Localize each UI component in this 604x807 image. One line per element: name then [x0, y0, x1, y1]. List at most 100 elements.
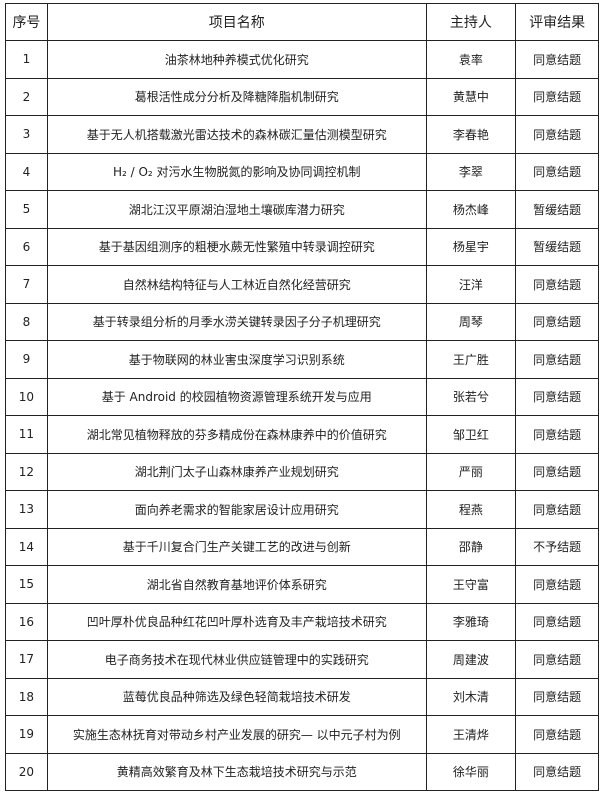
table-row: 3 基于无人机搭载激光雷达技术的森林碳汇量估测模型研究 李春艳 同意结题: [5, 115, 599, 154]
cell-leader: 严丽: [425, 452, 517, 491]
cell-project-name: 电子商务技术在现代林业供应链管理中的实践研究: [46, 640, 427, 679]
table-row: 14 基于千川复合门生产关键工艺的改进与创新 邵静 不予结题: [5, 527, 599, 566]
cell-result: 同意结题: [515, 377, 599, 416]
cell-leader: 李雅琦: [425, 602, 517, 641]
cell-index: 6: [5, 227, 48, 266]
table-row: 2 葛根活性成分分析及降糖降脂机制研究 黄慧中 同意结题: [5, 77, 599, 116]
cell-result: 同意结题: [515, 677, 599, 716]
cell-index: 4: [5, 152, 48, 191]
cell-leader: 汪洋: [425, 265, 517, 304]
cell-result: 不予结题: [515, 527, 599, 566]
header-project: 项目名称: [46, 3, 427, 41]
cell-result: 同意结题: [515, 265, 599, 304]
table-row: 16 凹叶厚朴优良品种红花凹叶厚朴选育及丰产栽培技术研究 李雅琦 同意结题: [5, 602, 599, 641]
cell-result: 同意结题: [515, 565, 599, 604]
table-row: 15 湖北省自然教育基地评价体系研究 王守富 同意结题: [5, 565, 599, 604]
cell-leader: 袁率: [425, 40, 517, 79]
table-row: 10 基于 Android 的校园植物资源管理系统开发与应用 张若兮 同意结题: [5, 377, 599, 416]
cell-leader: 黄慧中: [425, 77, 517, 116]
table-row: 9 基于物联网的林业害虫深度学习识别系统 王广胜 同意结题: [5, 340, 599, 379]
table-row: 11 湖北常见植物释放的芬多精成份在森林康养中的价值研究 邹卫红 同意结题: [5, 415, 599, 454]
cell-index: 14: [5, 527, 48, 566]
cell-project-name: 湖北省自然教育基地评价体系研究: [46, 565, 427, 604]
cell-result: 同意结题: [515, 715, 599, 754]
cell-result: 同意结题: [515, 415, 599, 454]
cell-result: 同意结题: [515, 490, 599, 529]
cell-leader: 周琴: [425, 302, 517, 341]
cell-index: 20: [5, 752, 48, 791]
cell-result: 同意结题: [515, 340, 599, 379]
cell-project-name: 基于物联网的林业害虫深度学习识别系统: [46, 340, 427, 379]
cell-result: 暂缓结题: [515, 227, 599, 266]
cell-index: 10: [5, 377, 48, 416]
cell-index: 7: [5, 265, 48, 304]
header-leader: 主持人: [425, 3, 517, 41]
cell-index: 16: [5, 602, 48, 641]
cell-leader: 张若兮: [425, 377, 517, 416]
table-row: 5 湖北江汉平原湖泊湿地土壤碳库潜力研究 杨杰峰 暂缓结题: [5, 190, 599, 229]
cell-index: 5: [5, 190, 48, 229]
cell-project-name: 蓝莓优良品种筛选及绿色轻简栽培技术研发: [46, 677, 427, 716]
cell-index: 12: [5, 452, 48, 491]
table-row: 8 基于转录组分析的月季水涝关键转录因子分子机理研究 周琴 同意结题: [5, 302, 599, 341]
cell-leader: 周建波: [425, 640, 517, 679]
table-row: 6 基于基因组测序的粗梗水蕨无性繁殖中转录调控研究 杨星宇 暂缓结题: [5, 227, 599, 266]
cell-project-name: 实施生态林抚育对带动乡村产业发展的研究— 以中元子村为例: [46, 715, 427, 754]
results-table: 序号 项目名称 主持人 评审结果 1 油茶林地种养模式优化研究 袁率 同意结题 2 葛根活…: [5, 3, 599, 791]
cell-project-name: 面向养老需求的智能家居设计应用研究: [46, 490, 427, 529]
cell-result: 同意结题: [515, 602, 599, 641]
table-row: 13 面向养老需求的智能家居设计应用研究 程燕 同意结题: [5, 490, 599, 529]
cell-index: 15: [5, 565, 48, 604]
cell-leader: 邵静: [425, 527, 517, 566]
cell-index: 1: [5, 40, 48, 79]
header-index: 序号: [5, 3, 48, 41]
cell-project-name: 湖北常见植物释放的芬多精成份在森林康养中的价值研究: [46, 415, 427, 454]
cell-project-name: 基于千川复合门生产关键工艺的改进与创新: [46, 527, 427, 566]
table-row: 1 油茶林地种养模式优化研究 袁率 同意结题: [5, 40, 599, 79]
table-row: 4 H₂ / O₂ 对污水生物脱氮的影响及协同调控机制 李翠 同意结题: [5, 152, 599, 191]
cell-project-name: 油茶林地种养模式优化研究: [46, 40, 427, 79]
cell-leader: 邹卫红: [425, 415, 517, 454]
cell-project-name: 凹叶厚朴优良品种红花凹叶厚朴选育及丰产栽培技术研究: [46, 602, 427, 641]
cell-project-name: 基于基因组测序的粗梗水蕨无性繁殖中转录调控研究: [46, 227, 427, 266]
cell-leader: 王广胜: [425, 340, 517, 379]
cell-leader: 李春艳: [425, 115, 517, 154]
cell-leader: 程燕: [425, 490, 517, 529]
cell-project-name: 基于无人机搭载激光雷达技术的森林碳汇量估测模型研究: [46, 115, 427, 154]
header-row: 序号 项目名称 主持人 评审结果: [5, 3, 599, 41]
cell-project-name: 基于转录组分析的月季水涝关键转录因子分子机理研究: [46, 302, 427, 341]
cell-index: 2: [5, 77, 48, 116]
cell-leader: 徐华丽: [425, 752, 517, 791]
cell-index: 11: [5, 415, 48, 454]
cell-leader: 刘木清: [425, 677, 517, 716]
table-row: 20 黄精高效繁育及林下生态栽培技术研究与示范 徐华丽 同意结题: [5, 752, 599, 791]
cell-leader: 王清烨: [425, 715, 517, 754]
cell-index: 13: [5, 490, 48, 529]
table-row: 12 湖北荆门太子山森林康养产业规划研究 严丽 同意结题: [5, 452, 599, 491]
cell-result: 暂缓结题: [515, 190, 599, 229]
cell-result: 同意结题: [515, 452, 599, 491]
table-row: 17 电子商务技术在现代林业供应链管理中的实践研究 周建波 同意结题: [5, 640, 599, 679]
cell-result: 同意结题: [515, 115, 599, 154]
cell-project-name: 湖北江汉平原湖泊湿地土壤碳库潜力研究: [46, 190, 427, 229]
cell-project-name: 湖北荆门太子山森林康养产业规划研究: [46, 452, 427, 491]
cell-leader: 王守富: [425, 565, 517, 604]
table-row: 18 蓝莓优良品种筛选及绿色轻简栽培技术研发 刘木清 同意结题: [5, 677, 599, 716]
cell-result: 同意结题: [515, 152, 599, 191]
cell-result: 同意结题: [515, 40, 599, 79]
cell-leader: 杨星宇: [425, 227, 517, 266]
header-result: 评审结果: [515, 3, 599, 41]
cell-index: 19: [5, 715, 48, 754]
cell-index: 17: [5, 640, 48, 679]
cell-leader: 李翠: [425, 152, 517, 191]
cell-index: 8: [5, 302, 48, 341]
cell-index: 18: [5, 677, 48, 716]
cell-project-name: 黄精高效繁育及林下生态栽培技术研究与示范: [46, 752, 427, 791]
cell-index: 9: [5, 340, 48, 379]
cell-project-name: H₂ / O₂ 对污水生物脱氮的影响及协同调控机制: [46, 152, 427, 191]
cell-result: 同意结题: [515, 302, 599, 341]
cell-project-name: 葛根活性成分分析及降糖降脂机制研究: [46, 77, 427, 116]
table-row: 7 自然林结构特征与人工林近自然化经营研究 汪洋 同意结题: [5, 265, 599, 304]
cell-result: 同意结题: [515, 640, 599, 679]
cell-result: 同意结题: [515, 77, 599, 116]
